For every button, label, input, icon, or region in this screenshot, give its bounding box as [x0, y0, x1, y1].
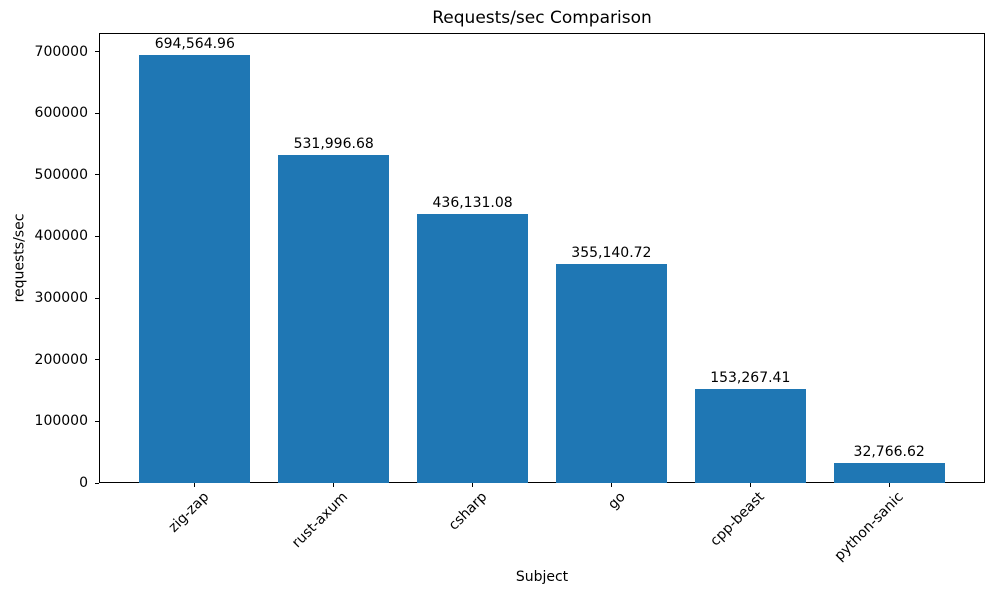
bar [833, 462, 945, 483]
y-tick-label: 700000 [34, 43, 88, 60]
y-tick-label: 500000 [34, 166, 88, 183]
x-tick-mark [888, 483, 890, 487]
bar-value-label: 153,267.41 [710, 369, 791, 386]
y-tick-label: 300000 [34, 290, 88, 307]
x-tick-label: zig-zap [165, 489, 213, 536]
bar [417, 214, 529, 483]
y-tick-mark [95, 112, 99, 114]
y-tick-label: 400000 [34, 228, 88, 245]
x-tick-mark [333, 483, 335, 487]
x-axis-label: Subject [515, 569, 569, 585]
x-tick-label: cpp-beast [707, 489, 768, 550]
bar-value-label: 694,564.96 [154, 35, 235, 52]
y-tick-mark [95, 174, 99, 176]
x-tick-label: csharp [445, 489, 490, 534]
x-tick-label: python-sanic [831, 489, 907, 565]
y-tick-label: 0 [79, 475, 88, 491]
y-tick-mark [95, 359, 99, 361]
y-tick-label: 200000 [34, 351, 88, 368]
bar-value-label: 355,140.72 [571, 245, 652, 262]
x-tick-mark [194, 483, 196, 487]
chart-title: Requests/sec Comparison [432, 8, 652, 28]
y-tick-mark [95, 51, 99, 52]
bar-value-label: 531,996.68 [293, 136, 374, 153]
x-tick-mark [610, 483, 612, 487]
x-tick-label: rust-axum [288, 489, 352, 552]
y-tick-label: 100000 [34, 413, 88, 430]
y-tick-label: 600000 [34, 105, 88, 122]
bar-value-label: 32,766.62 [853, 443, 925, 460]
y-tick-mark [95, 482, 99, 484]
x-tick-mark [749, 483, 751, 487]
bar [278, 155, 390, 483]
y-tick-mark [95, 297, 99, 299]
bar [139, 54, 251, 483]
y-axis-label: requests/sec [11, 213, 28, 303]
bar [555, 264, 667, 483]
x-tick-label: go [605, 489, 629, 513]
x-tick-mark [472, 483, 474, 487]
bar [694, 388, 806, 483]
y-tick-mark [95, 420, 99, 422]
bar-value-label: 436,131.08 [432, 195, 513, 212]
y-tick-mark [95, 235, 99, 237]
